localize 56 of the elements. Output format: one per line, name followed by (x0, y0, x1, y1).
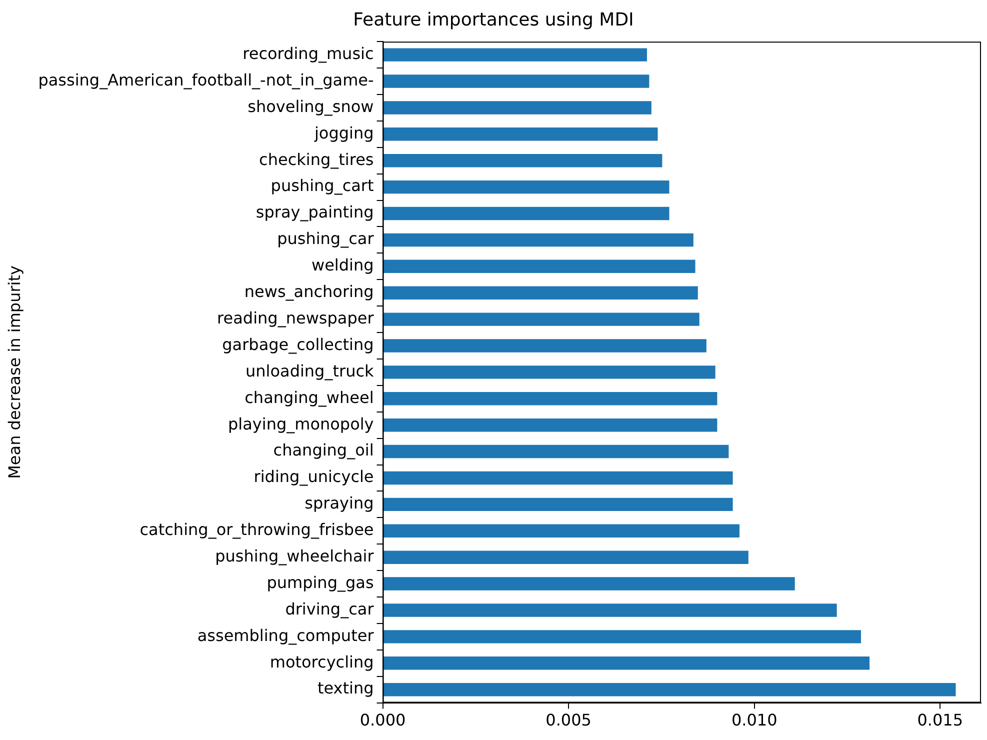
y-tick-label: garbage_collecting (222, 334, 374, 354)
y-tick-label: playing_monopoly (228, 414, 374, 434)
y-tick-label: pushing_car (277, 229, 374, 248)
bar (383, 154, 662, 168)
y-tick-label: assembling_computer (197, 626, 374, 645)
bar (383, 128, 658, 141)
bar (383, 471, 733, 485)
y-tick-label: catching_or_throwing_frisbee (140, 520, 374, 540)
chart-title: Feature importances using MDI (353, 9, 634, 30)
bar (383, 498, 733, 512)
bar (383, 312, 700, 326)
y-tick-label: recording_music (242, 44, 374, 63)
bar (383, 286, 698, 300)
y-tick-label: news_anchoring (244, 282, 374, 302)
y-tick-label: unloading_truck (245, 361, 375, 380)
x-tick-label: 0.010 (731, 710, 778, 730)
bar (383, 524, 740, 538)
bar (383, 630, 861, 644)
y-tick-label: changing_oil (273, 440, 374, 460)
bar (383, 206, 670, 220)
y-tick-label: driving_car (285, 599, 374, 618)
bar (383, 682, 956, 696)
x-tick-label: 0.000 (360, 710, 406, 730)
bar (383, 180, 670, 194)
bar (383, 444, 729, 458)
y-tick-label: reading_newspaper (217, 308, 374, 328)
y-tick-label: passing_American_football_-not_in_game- (38, 70, 374, 90)
bar (383, 233, 694, 247)
y-tick-label: shoveling_snow (248, 96, 374, 116)
y-tick-label: riding_unicycle (254, 467, 374, 486)
bar (383, 656, 870, 670)
y-tick-label: changing_wheel (244, 388, 374, 407)
bar (383, 392, 718, 406)
bar (383, 339, 706, 352)
x-tick-label: 0.015 (917, 710, 964, 730)
y-tick-label: welding (311, 256, 374, 275)
bar (383, 366, 716, 379)
bar (383, 577, 795, 590)
y-tick-label: jogging (313, 123, 374, 142)
bar (383, 74, 650, 88)
bar (383, 101, 652, 114)
bar (383, 48, 647, 62)
bar (383, 418, 718, 432)
y-tick-label: spraying (304, 494, 374, 513)
bar (383, 604, 837, 617)
y-tick-label: spray_painting (256, 202, 374, 222)
bar (383, 260, 696, 274)
y-tick-label: texting (317, 678, 374, 698)
y-tick-label: pushing_cart (270, 176, 374, 196)
x-tick-label: 0.005 (546, 710, 592, 730)
y-axis-title: Mean decrease in impurity (4, 266, 24, 479)
y-tick-label: pushing_wheelchair (215, 546, 374, 566)
y-tick-label: pumping_gas (266, 572, 374, 592)
y-tick-label: motorcycling (270, 652, 374, 672)
y-tick-label: checking_tires (259, 150, 374, 169)
bar (383, 550, 748, 564)
